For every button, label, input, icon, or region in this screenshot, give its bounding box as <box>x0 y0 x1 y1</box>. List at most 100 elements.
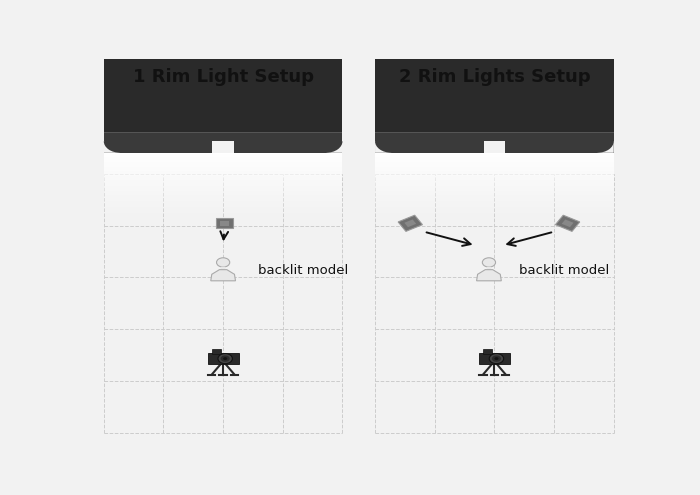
Bar <box>104 166 342 168</box>
Circle shape <box>218 353 232 364</box>
Bar <box>375 201 614 202</box>
Wedge shape <box>326 141 342 153</box>
Text: 2 Rim Lights Setup: 2 Rim Lights Setup <box>398 67 590 86</box>
Bar <box>104 154 342 155</box>
Bar <box>375 165 614 166</box>
Bar <box>375 210 614 211</box>
Bar <box>212 141 234 153</box>
Bar <box>375 208 614 209</box>
Bar <box>375 169 614 170</box>
Bar <box>375 157 614 158</box>
Bar <box>375 155 614 156</box>
Bar <box>104 187 342 188</box>
Wedge shape <box>597 141 614 153</box>
Bar <box>375 175 614 176</box>
Bar <box>104 175 342 176</box>
Bar <box>375 153 614 154</box>
Bar <box>104 172 342 173</box>
Bar <box>375 179 614 180</box>
Bar <box>375 171 614 172</box>
Bar <box>375 166 614 168</box>
Bar <box>104 184 342 185</box>
Bar <box>104 203 342 204</box>
Bar <box>104 213 342 214</box>
Bar <box>104 183 342 184</box>
Bar <box>104 202 342 203</box>
Bar <box>375 217 614 218</box>
Bar <box>104 195 342 196</box>
Bar <box>104 196 342 198</box>
Bar <box>375 194 614 195</box>
Bar <box>375 195 614 196</box>
Circle shape <box>492 355 501 362</box>
Polygon shape <box>486 267 491 270</box>
Bar <box>375 170 614 171</box>
Polygon shape <box>597 141 614 153</box>
Bar <box>104 214 342 216</box>
Polygon shape <box>326 141 342 153</box>
Bar <box>375 213 614 214</box>
Bar <box>104 164 342 165</box>
Bar <box>104 208 342 209</box>
Bar <box>104 185 342 186</box>
Bar <box>375 190 614 191</box>
Bar <box>375 206 614 208</box>
Bar <box>375 183 614 184</box>
Bar <box>104 216 342 217</box>
Polygon shape <box>561 219 573 227</box>
Bar <box>104 212 342 213</box>
Bar <box>375 192 614 193</box>
Text: backlit model: backlit model <box>519 264 609 277</box>
Bar <box>483 349 492 353</box>
Bar <box>104 155 342 156</box>
Bar <box>375 193 614 194</box>
Bar <box>104 168 342 169</box>
Bar <box>104 204 342 205</box>
Bar <box>104 210 342 211</box>
Bar <box>375 204 614 205</box>
Bar <box>104 198 342 199</box>
Bar <box>375 188 614 190</box>
Bar <box>375 184 614 185</box>
Bar <box>375 160 614 161</box>
Bar <box>479 353 510 364</box>
Circle shape <box>494 357 498 360</box>
Bar <box>104 170 342 171</box>
Bar <box>104 173 342 175</box>
Bar <box>104 132 342 133</box>
Bar <box>375 162 614 163</box>
Bar <box>104 158 342 160</box>
Bar <box>104 163 342 164</box>
Bar <box>375 216 614 217</box>
Bar <box>375 202 614 203</box>
Circle shape <box>482 258 496 267</box>
Bar <box>104 55 342 132</box>
Polygon shape <box>104 141 120 153</box>
Bar <box>104 157 342 158</box>
Bar <box>375 212 614 213</box>
Bar <box>104 171 342 172</box>
Bar <box>375 164 614 165</box>
Bar <box>375 55 614 132</box>
Bar <box>104 186 342 187</box>
Bar <box>375 178 614 179</box>
Bar <box>375 176 614 177</box>
Bar <box>104 219 342 220</box>
Wedge shape <box>104 141 120 153</box>
Circle shape <box>216 258 230 267</box>
Bar <box>104 217 342 218</box>
Bar <box>375 198 614 199</box>
Bar <box>104 161 342 162</box>
Bar <box>212 349 221 353</box>
Bar <box>375 199 614 201</box>
Bar <box>104 192 342 193</box>
Bar <box>104 160 342 161</box>
Bar <box>104 17 342 132</box>
Polygon shape <box>216 218 233 228</box>
Bar <box>375 219 614 220</box>
Bar <box>375 214 614 216</box>
Bar <box>104 205 342 206</box>
Circle shape <box>223 357 228 360</box>
Bar <box>104 156 342 157</box>
Polygon shape <box>398 215 422 231</box>
